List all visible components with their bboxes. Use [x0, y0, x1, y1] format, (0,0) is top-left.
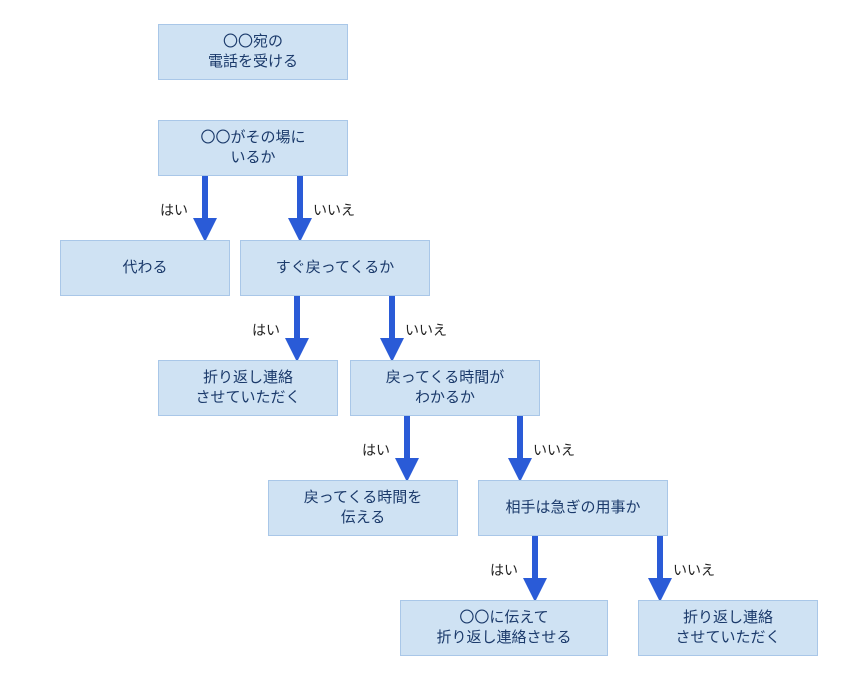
flowchart-edge-label: はい — [252, 320, 280, 340]
flowchart-node: 相手は急ぎの用事か — [478, 480, 668, 536]
flowchart-edge-label: いいえ — [313, 200, 355, 220]
flowchart-edge-label: いいえ — [405, 320, 447, 340]
flowchart-node: 〇〇に伝えて 折り返し連絡させる — [400, 600, 608, 656]
flowchart-node: 戻ってくる時間が わかるか — [350, 360, 540, 416]
flowchart-node: 〇〇宛の 電話を受ける — [158, 24, 348, 80]
flowchart-edge-label: はい — [160, 200, 188, 220]
flowchart-edge-label: はい — [362, 440, 390, 460]
flowchart-node: 折り返し連絡 させていただく — [158, 360, 338, 416]
flowchart-edge-label: いいえ — [533, 440, 575, 460]
flowchart-arrows — [0, 0, 861, 697]
flowchart-node: すぐ戻ってくるか — [240, 240, 430, 296]
flowchart-node: 折り返し連絡 させていただく — [638, 600, 818, 656]
flowchart-node: 代わる — [60, 240, 230, 296]
flowchart-edge-label: いいえ — [673, 560, 715, 580]
flowchart-node: 〇〇がその場に いるか — [158, 120, 348, 176]
flowchart-edge-label: はい — [490, 560, 518, 580]
flowchart-node: 戻ってくる時間を 伝える — [268, 480, 458, 536]
